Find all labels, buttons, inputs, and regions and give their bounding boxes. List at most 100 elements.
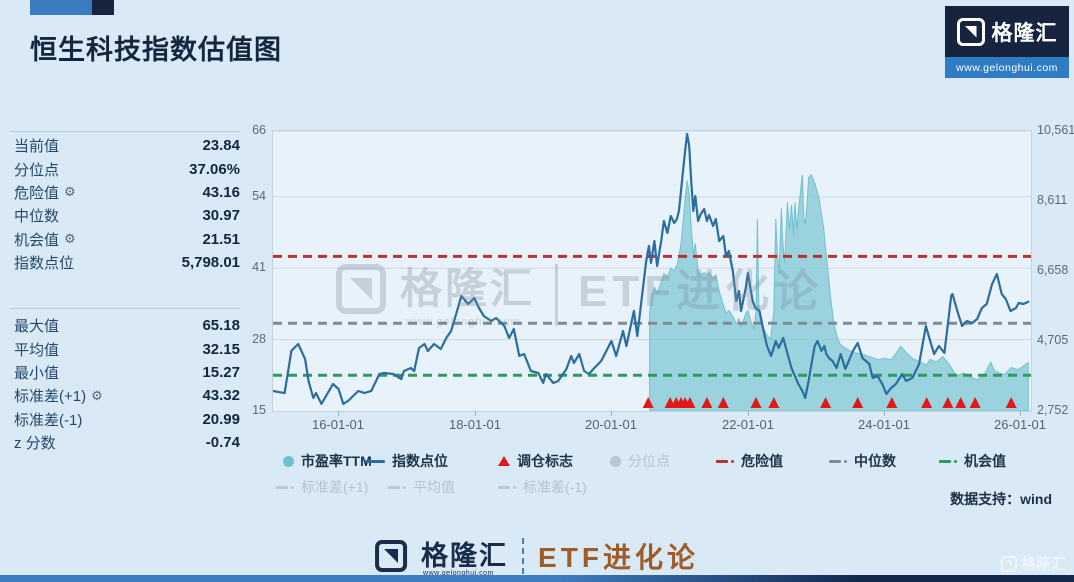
x-axis-tick: 24-01-01	[857, 417, 911, 432]
stat-label: 标准差(-1)	[14, 411, 83, 429]
footer-brand-group: 格隆汇 www.gelonghui.com ETF进化论	[375, 536, 699, 577]
legend-item-中位数[interactable]: 中位数	[829, 453, 896, 469]
stat-value: 37.06%	[189, 160, 240, 178]
stat-label: 最小值	[14, 364, 60, 382]
stat-value: 43.32	[202, 387, 240, 405]
legend-label: 中位数	[854, 453, 896, 469]
x-axis-tick: 20-01-01	[584, 417, 638, 432]
y-axis-right-tick: 8,611	[1037, 193, 1068, 207]
stat-row: 标准差(+1) ⚙ 43.32	[14, 384, 240, 407]
legend-label: 标准差(-1)	[523, 479, 587, 495]
x-axis-tickmark	[611, 411, 612, 416]
stat-row: z 分数 -0.74	[14, 431, 240, 454]
stat-value: 5,798.01	[181, 254, 240, 272]
stat-label: 标准差(+1)	[14, 388, 87, 406]
legend-item-分位点[interactable]: 分位点	[610, 453, 670, 469]
y-axis-left-tick: 54	[252, 189, 266, 203]
bottom-accent-bar	[0, 575, 1074, 582]
footer-g-icon	[375, 540, 408, 572]
stat-label: 当前值	[14, 138, 60, 156]
stat-row: 当前值 23.84	[14, 134, 240, 157]
x-axis-tick: 18-01-01	[448, 417, 502, 432]
stat-label: 危险值	[14, 184, 60, 202]
legend-item-平均值[interactable]: 平均值	[388, 479, 455, 495]
accent-navy-block	[92, 0, 114, 15]
legend-label: 市盈率TTM	[301, 453, 372, 469]
legend-item-调仓标志[interactable]: 调仓标志	[498, 453, 573, 469]
brand-name: 格隆汇	[991, 21, 1058, 45]
chart-canvas	[273, 131, 1031, 411]
dashdot-marker-icon	[388, 485, 406, 489]
x-axis-tick: 26-01-01	[993, 417, 1047, 432]
x-axis-tickmark	[1020, 411, 1021, 416]
y-axis-left-tick: 15	[252, 403, 266, 417]
stat-value: 30.97	[202, 207, 240, 225]
dashdot-marker-icon	[829, 459, 847, 463]
legend-label: 平均值	[413, 479, 455, 495]
circle-marker-icon	[610, 455, 621, 467]
gear-icon[interactable]: ⚙	[91, 387, 103, 403]
y-axis-right-tick: 4,705	[1037, 333, 1069, 347]
stat-row: 机会值 ⚙ 21.51	[14, 228, 240, 251]
stats-divider-top	[10, 131, 240, 132]
footer-etf-text: ETF进化论	[538, 542, 699, 573]
triangle-marker-icon	[498, 456, 510, 466]
stat-label: 平均值	[14, 341, 60, 359]
brand-logo[interactable]: 格隆汇 www.gelonghui.com	[945, 6, 1069, 78]
stat-value: 32.15	[202, 340, 240, 358]
x-axis-tickmark	[748, 411, 749, 416]
accent-blue-block	[30, 0, 92, 15]
legend-item-机会值[interactable]: 机会值	[939, 453, 1006, 469]
dashdot-marker-icon	[716, 459, 734, 463]
legend-label: 危险值	[741, 453, 783, 469]
page-title: 恒生科技指数估值图	[30, 35, 282, 65]
brand-logo-top: 格隆汇	[945, 6, 1069, 57]
footer-brand: 格隆汇 www.gelonghui.com	[421, 541, 509, 577]
stat-value: 23.84	[202, 137, 240, 155]
footer-brand-name: 格隆汇	[421, 541, 509, 571]
stat-value: 43.16	[202, 183, 240, 201]
legend-label: 机会值	[964, 453, 1006, 469]
legend-item-指数点位[interactable]: 指数点位	[365, 453, 448, 469]
y-axis-left-tick: 28	[252, 332, 266, 346]
gelonghui-g-icon	[956, 17, 985, 46]
x-axis-tick: 22-01-01	[721, 417, 775, 432]
stat-value: 15.27	[202, 363, 240, 381]
y-axis-right-tick: 2,752	[1037, 403, 1069, 417]
stats-group-statistics: 最大值 65.18 平均值 32.15 最小值 15.27 标准差(+1) ⚙ 43.32 标准差…	[14, 314, 240, 454]
header-accent-bar	[30, 0, 114, 15]
valuation-chart-plot	[272, 130, 1032, 412]
legend-item-危险值[interactable]: 危险值	[716, 453, 783, 469]
stat-value: 20.99	[202, 410, 240, 428]
dashdot-marker-icon	[276, 485, 294, 489]
stat-label: 中位数	[14, 208, 60, 226]
stat-label: 分位点	[14, 161, 60, 179]
stat-row: 最小值 15.27	[14, 361, 240, 384]
legend-item-标准差(+1)[interactable]: 标准差(+1)	[276, 479, 368, 495]
stat-label: 机会值	[14, 231, 60, 249]
legend-label: 分位点	[628, 453, 670, 469]
legend-label: 调仓标志	[517, 453, 573, 469]
y-axis-left-tick: 66	[252, 123, 266, 137]
line-marker-icon	[365, 459, 385, 463]
y-axis-right-tick: 10,561	[1037, 123, 1074, 137]
x-axis-tick: 16-01-01	[311, 417, 365, 432]
corner-watermark-g-icon	[1000, 555, 1017, 572]
legend-label: 指数点位	[392, 453, 448, 469]
brand-url: www.gelonghui.com	[945, 57, 1069, 78]
stat-row: 最大值 65.18	[14, 314, 240, 337]
stat-row: 平均值 32.15	[14, 337, 240, 360]
gear-icon[interactable]: ⚙	[64, 184, 76, 200]
corner-watermark-text: 格隆汇	[1020, 556, 1066, 573]
footer-brand-url: www.gelonghui.com	[423, 570, 494, 577]
gear-icon[interactable]: ⚙	[64, 231, 76, 247]
stat-value: 65.18	[202, 317, 240, 335]
legend-item-市盈率TTM[interactable]: 市盈率TTM	[283, 453, 372, 469]
data-support-note: 数据支持：wind	[950, 491, 1052, 507]
y-axis-right-tick: 6,658	[1037, 263, 1069, 277]
stat-row: 指数点位 5,798.01	[14, 251, 240, 274]
stat-value: -0.74	[205, 434, 240, 452]
stats-group-valuation: 当前值 23.84 分位点 37.06% 危险值 ⚙ 43.16 中位数 30.97 机会值 ⚙ 21…	[14, 134, 240, 274]
legend-item-标准差(-1)[interactable]: 标准差(-1)	[498, 479, 587, 495]
